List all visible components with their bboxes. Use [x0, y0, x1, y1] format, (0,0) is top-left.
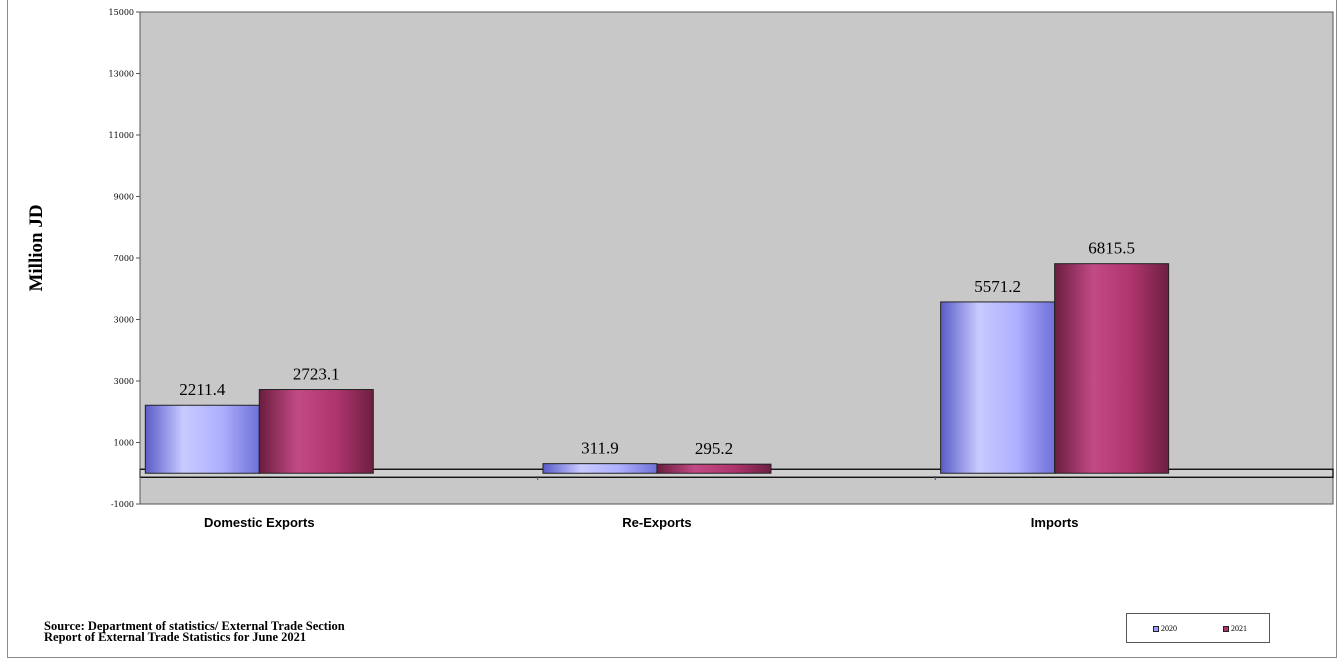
x-category-label: Domestic Exports	[204, 515, 315, 530]
source-line-1: Source: Department of statistics/ Extern…	[44, 619, 345, 633]
y-tick-label: 7000	[114, 254, 134, 263]
legend-label-2021: 2021	[1231, 624, 1247, 633]
y-tick-label: 3000	[114, 377, 134, 386]
data-label-2020: 5571.2	[974, 277, 1021, 296]
bar-2021	[1054, 263, 1170, 474]
x-category-label: Re-Exports	[622, 515, 691, 530]
bar-2020	[144, 404, 260, 474]
legend-item-2021: 2021	[1223, 624, 1247, 633]
data-label-2020: 311.9	[581, 439, 619, 458]
y-tick-label: 11000	[109, 131, 134, 140]
data-label-2021: 6815.5	[1088, 239, 1135, 258]
source-line-2: Report of External Trade Statistics for …	[44, 630, 307, 644]
bar-2020	[542, 463, 658, 474]
y-tick-label: 1000	[114, 439, 134, 448]
data-label-2021: 2723.1	[293, 365, 340, 384]
legend-item-2020: 2020	[1153, 624, 1177, 633]
data-label-2021: 295.2	[695, 439, 733, 458]
bar-2021	[656, 463, 772, 474]
y-axis-title: Million JD	[26, 204, 47, 291]
bar-2020	[940, 301, 1056, 474]
y-tick-label: 13000	[109, 70, 134, 79]
y-tick-label: 9000	[114, 193, 134, 202]
y-tick-label: 15000	[109, 8, 134, 17]
source-note: Source: Department of statistics/ Extern…	[44, 619, 345, 644]
legend-swatch-2020	[1153, 625, 1159, 632]
bar-2021	[258, 389, 374, 474]
y-tick-label: 3000	[114, 316, 134, 325]
data-label-2020: 2211.4	[179, 380, 226, 399]
legend-swatch-2021	[1223, 625, 1229, 632]
legend: 2020 2021	[1126, 613, 1270, 643]
y-tick-label: -1000	[111, 500, 134, 509]
legend-label-2020: 2020	[1161, 624, 1177, 633]
x-category-label: Imports	[1031, 515, 1079, 530]
